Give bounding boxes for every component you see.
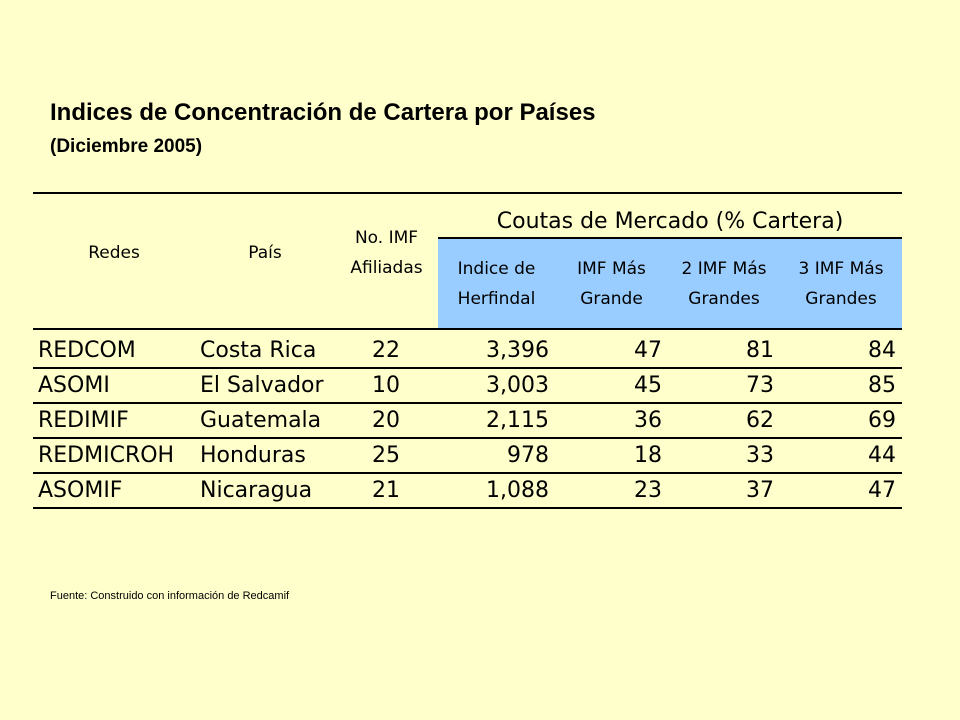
cell-imf3: 84 (780, 329, 903, 369)
concentration-table: Coutas de Mercado (% Cartera) Redes País… (33, 192, 903, 509)
cell-pais: Honduras (195, 438, 335, 474)
cell-pais: Nicaragua (195, 473, 335, 509)
cell-imf1: 36 (555, 403, 668, 439)
cell-imf3: 44 (780, 438, 903, 474)
table-group-header-row: Coutas de Mercado (% Cartera) (33, 192, 903, 239)
header-three-largest-imf: 3 IMF Más Grandes (780, 238, 903, 330)
cell-imf1: 45 (555, 368, 668, 404)
cell-imf: 20 (335, 403, 438, 439)
cell-imf3: 69 (780, 403, 903, 439)
cell-herfindal: 978 (438, 438, 555, 474)
cell-imf1: 47 (555, 329, 668, 369)
table-row: REDCOM Costa Rica 22 3,396 47 81 84 (33, 329, 903, 369)
cell-imf1: 18 (555, 438, 668, 474)
cell-red: REDCOM (33, 329, 195, 369)
cell-herfindal: 3,003 (438, 368, 555, 404)
header-herfindal: Indice de Herfindal (438, 238, 555, 330)
table-row: REDMICROH Honduras 25 978 18 33 44 (33, 438, 903, 474)
cell-pais: El Salvador (195, 368, 335, 404)
cell-imf2: 73 (668, 368, 780, 404)
cell-red: REDMICROH (33, 438, 195, 474)
page-title: Indices de Concentración de Cartera por … (50, 99, 596, 126)
table-row: ASOMI El Salvador 10 3,003 45 73 85 (33, 368, 903, 404)
table-row: ASOMIF Nicaragua 21 1,088 23 37 47 (33, 473, 903, 509)
table-header-row: Redes País No. IMF Afiliadas Indice de H… (33, 228, 903, 330)
cell-imf: 22 (335, 329, 438, 369)
cell-herfindal: 1,088 (438, 473, 555, 509)
cell-red: ASOMI (33, 368, 195, 404)
market-share-group-header: Coutas de Mercado (% Cartera) (438, 192, 903, 239)
cell-red: ASOMIF (33, 473, 195, 509)
cell-pais: Costa Rica (195, 329, 335, 369)
header-redes: Redes (33, 238, 195, 330)
cell-imf: 21 (335, 473, 438, 509)
cell-imf2: 62 (668, 403, 780, 439)
cell-imf3: 47 (780, 473, 903, 509)
page-subtitle: (Diciembre 2005) (50, 136, 203, 157)
cell-imf3: 85 (780, 368, 903, 404)
header-pais: País (195, 238, 335, 330)
cell-red: REDIMIF (33, 403, 195, 439)
cell-imf: 10 (335, 368, 438, 404)
cell-herfindal: 2,115 (438, 403, 555, 439)
cell-imf1: 23 (555, 473, 668, 509)
cell-imf: 25 (335, 438, 438, 474)
header-largest-imf: IMF Más Grande (555, 238, 668, 330)
cell-imf2: 37 (668, 473, 780, 509)
table-row: REDIMIF Guatemala 20 2,115 36 62 69 (33, 403, 903, 439)
cell-imf2: 33 (668, 438, 780, 474)
cell-pais: Guatemala (195, 403, 335, 439)
header-no-imf: No. IMF Afiliadas (335, 228, 438, 330)
cell-herfindal: 3,396 (438, 329, 555, 369)
cell-imf2: 81 (668, 329, 780, 369)
header-two-largest-imf: 2 IMF Más Grandes (668, 238, 780, 330)
source-note: Fuente: Construido con información de Re… (50, 590, 290, 602)
